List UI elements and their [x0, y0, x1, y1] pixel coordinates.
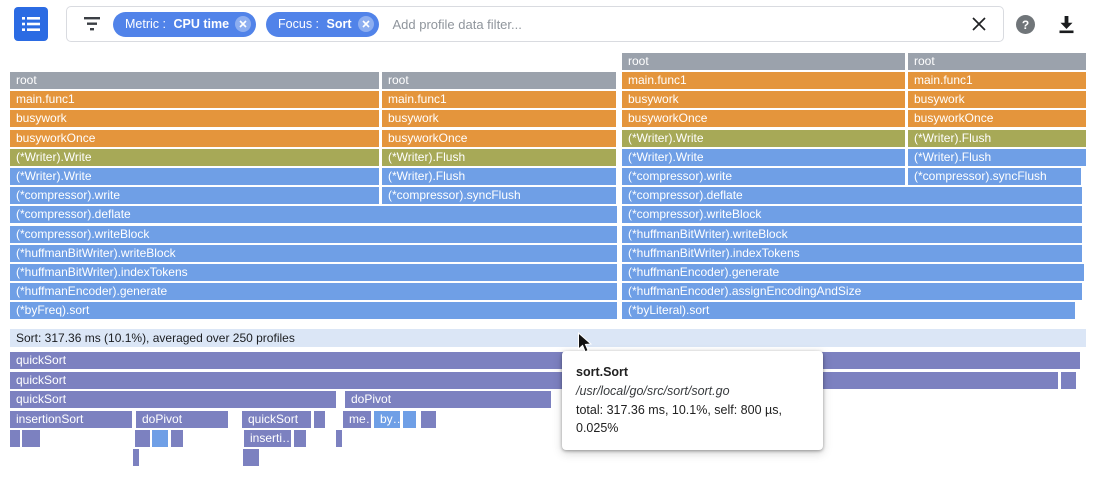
flame-frame[interactable]: root [10, 72, 379, 89]
filter-chip-focus[interactable]: Focus : Sort [266, 11, 379, 37]
flame-frame[interactable]: (*compressor).deflate [622, 187, 1082, 204]
flame-frame[interactable]: (*huffmanBitWriter).indexTokens [622, 245, 1082, 262]
flame-frame[interactable] [10, 430, 20, 447]
flame-frame[interactable]: inserti… [244, 430, 291, 447]
flame-frame[interactable]: me… [343, 411, 371, 428]
flame-frame[interactable]: main.func1 [10, 91, 379, 108]
flame-frame[interactable]: (*Writer).Flush [908, 149, 1086, 166]
close-icon[interactable] [357, 16, 374, 32]
flame-frame[interactable]: quickSort [10, 391, 336, 408]
close-icon[interactable] [235, 16, 252, 32]
flame-frame[interactable]: busyworkOnce [10, 130, 379, 147]
flame-frame[interactable] [34, 430, 40, 447]
flame-frame[interactable]: root [382, 72, 616, 89]
help-icon: ? [1021, 17, 1030, 32]
flame-frame[interactable]: main.func1 [622, 72, 905, 89]
flame-frame[interactable]: (*huffmanBitWriter).writeBlock [10, 245, 617, 262]
flame-frame[interactable]: (*Writer).Write [622, 130, 905, 147]
flame-frame[interactable]: (*huffmanBitWriter).indexTokens [10, 264, 617, 281]
filter-list-icon [84, 17, 100, 31]
flame-frame[interactable]: root [622, 53, 905, 70]
chip-name: Focus [278, 17, 313, 31]
flame-frame[interactable]: (*Writer).Write [10, 168, 379, 185]
flame-frame[interactable] [22, 430, 28, 447]
flame-frame[interactable] [177, 430, 183, 447]
flame-frame[interactable] [243, 449, 249, 466]
flame-frame[interactable]: (*compressor).syncFlush [382, 187, 616, 204]
flame-frame[interactable]: busyworkOnce [908, 110, 1086, 127]
profile-list-button[interactable] [14, 7, 48, 41]
flame-frame[interactable] [253, 449, 259, 466]
flame-frame[interactable] [171, 430, 177, 447]
flame-frame[interactable]: (*huffmanEncoder).assignEncodingAndSize [622, 283, 1082, 300]
toc-list-icon [22, 17, 40, 31]
flame-frame[interactable]: quickSort [10, 352, 1080, 369]
flame-frame[interactable]: by… [374, 411, 400, 428]
tooltip-function-name: sort.Sort [576, 365, 629, 379]
flame-frame[interactable]: (*byFreq).sort [10, 302, 617, 319]
filter-input[interactable]: Add profile data filter... [392, 16, 522, 32]
flame-frame[interactable]: (*Writer).Write [622, 149, 905, 166]
flame-frame[interactable]: (*huffmanEncoder).generate [622, 264, 1084, 281]
download-button[interactable] [1056, 14, 1077, 35]
flame-frame[interactable] [294, 430, 300, 447]
flame-frame[interactable]: main.func1 [382, 91, 616, 108]
flame-frame[interactable] [421, 411, 427, 428]
flame-frame[interactable]: busyworkOnce [622, 110, 905, 127]
flame-frame[interactable]: Sort: 317.36 ms (10.1%), averaged over 2… [10, 329, 1086, 347]
flame-frame[interactable]: busywork [622, 91, 905, 108]
flame-frame[interactable]: (*compressor).write [622, 168, 905, 185]
flame-frame[interactable]: doPivot [345, 391, 551, 408]
flame-frame[interactable]: (*Writer).Flush [382, 149, 616, 166]
flame-frame[interactable] [336, 430, 342, 447]
flame-frame[interactable]: main.func1 [908, 72, 1086, 89]
flame-frame[interactable] [28, 430, 34, 447]
chip-name: Metric [125, 17, 160, 31]
help-button[interactable]: ? [1016, 15, 1035, 34]
flame-frame[interactable]: (*Writer).Flush [382, 168, 616, 185]
flame-frame[interactable] [152, 430, 168, 447]
flame-frame[interactable] [403, 411, 416, 428]
flame-frame[interactable]: (*compressor).writeBlock [10, 226, 617, 243]
filter-chip-metric[interactable]: Metric : CPU time [113, 11, 257, 37]
flame-frame[interactable]: busyworkOnce [382, 130, 616, 147]
flame-frame[interactable] [133, 449, 139, 466]
tooltip-source-path: /usr/local/go/src/sort/sort.go [576, 383, 730, 398]
flame-frame[interactable]: root [908, 53, 1086, 70]
download-icon [1059, 16, 1074, 34]
flame-frame[interactable] [427, 411, 436, 428]
chip-value: CPU time [173, 17, 230, 31]
flame-frame[interactable] [1061, 372, 1076, 389]
frame-tooltip: sort.Sort /usr/local/go/src/sort/sort.go… [562, 351, 823, 450]
tooltip-stats: total: 317.36 ms, 10.1%, self: 800 µs, 0… [576, 402, 782, 436]
chip-separator: : [312, 17, 323, 31]
chip-value: Sort [326, 17, 352, 31]
chip-separator: : [159, 17, 170, 31]
flame-frame[interactable]: insertionSort [10, 411, 132, 428]
flame-frame[interactable] [135, 430, 150, 447]
flame-frame[interactable]: quickSort [242, 411, 311, 428]
flame-frame[interactable]: (*Writer).Write [10, 149, 379, 166]
flame-frame[interactable]: (*compressor).write [10, 187, 379, 204]
flame-frame[interactable]: doPivot [136, 411, 228, 428]
flame-frame[interactable]: (*huffmanEncoder).generate [10, 283, 617, 300]
flame-frame[interactable] [248, 449, 254, 466]
flame-frame[interactable]: (*compressor).syncFlush [908, 168, 1081, 185]
flame-frame[interactable] [300, 430, 306, 447]
clear-filter-button[interactable] [971, 16, 987, 32]
flame-frame[interactable]: (*huffmanBitWriter).writeBlock [622, 226, 1082, 243]
flame-frame[interactable]: (*compressor).deflate [10, 206, 617, 223]
flame-frame[interactable]: busywork [382, 110, 616, 127]
flame-frame[interactable]: busywork [10, 110, 379, 127]
flame-frame[interactable]: quickSort [10, 372, 1058, 389]
flame-frame[interactable]: busywork [908, 91, 1086, 108]
flame-frame[interactable]: (*byLiteral).sort [622, 302, 1075, 319]
flame-frame[interactable] [314, 411, 325, 428]
flame-frame[interactable]: (*Writer).Flush [908, 130, 1086, 147]
close-icon [972, 17, 986, 31]
flame-frame[interactable]: (*compressor).writeBlock [622, 206, 1082, 223]
filter-bar[interactable]: Metric : CPU time Focus : Sort Add profi… [66, 6, 1004, 42]
